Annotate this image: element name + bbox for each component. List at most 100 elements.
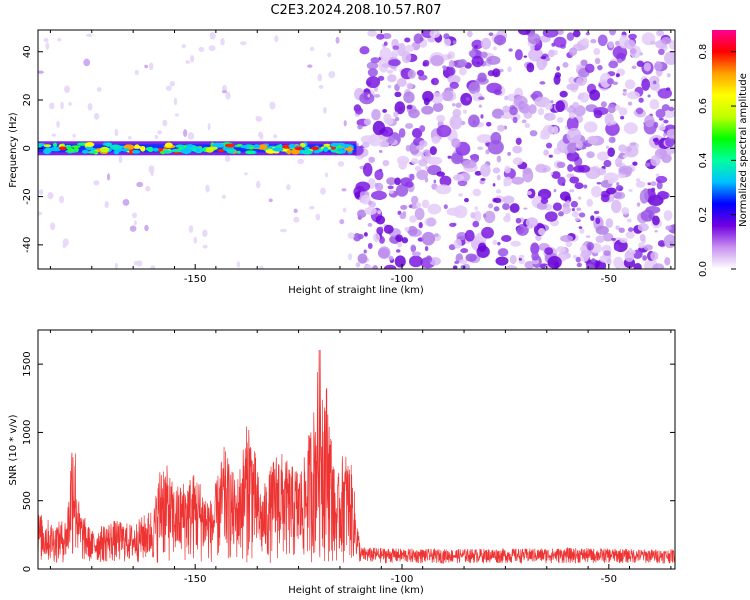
noise-blob	[473, 210, 482, 223]
faint-blob	[49, 102, 55, 110]
noise-blob	[593, 47, 601, 56]
faint-blob	[114, 262, 119, 269]
noise-blob	[556, 116, 564, 124]
noise-blob	[443, 33, 450, 40]
faint-blob	[43, 37, 49, 43]
signal-blob	[313, 149, 321, 154]
noise-blob	[480, 51, 488, 58]
signal-blob	[301, 149, 313, 155]
faint-blob	[127, 136, 132, 140]
noise-blob	[377, 75, 385, 81]
noise-blob	[500, 115, 507, 119]
noise-blob	[474, 206, 479, 211]
faint-blob	[202, 229, 208, 238]
faint-blob	[145, 185, 151, 192]
noise-blob	[639, 189, 649, 204]
noise-blob	[404, 226, 410, 232]
signal-blob	[341, 144, 352, 147]
faint-blob	[207, 123, 211, 131]
noise-blob	[406, 82, 413, 90]
signal-blob	[205, 147, 214, 153]
noise-blob	[502, 195, 515, 205]
noise-blob	[556, 246, 566, 253]
noise-blob	[572, 101, 579, 109]
noise-blob	[449, 222, 457, 228]
noise-blob	[623, 122, 638, 135]
noise-blob	[540, 55, 547, 60]
noise-blob	[452, 265, 458, 269]
noise-blob	[431, 136, 441, 144]
noise-blob	[388, 189, 394, 194]
noise-blob	[618, 227, 625, 233]
signal-blob	[134, 144, 140, 149]
noise-blob	[595, 217, 601, 225]
noise-blob	[571, 207, 575, 212]
noise-blob	[363, 118, 372, 126]
noise-blob	[509, 254, 517, 265]
noise-blob	[480, 177, 486, 181]
snr-x-axis-label: Height of straight line (km)	[288, 585, 424, 596]
noise-blob	[526, 62, 535, 73]
faint-blob	[189, 54, 195, 63]
noise-blob	[410, 195, 419, 205]
noise-blob	[652, 215, 660, 226]
noise-blob	[620, 115, 625, 120]
colorbar-tick-label: 0.2	[698, 207, 709, 223]
noise-blob	[587, 135, 599, 145]
faint-blob	[134, 69, 139, 76]
noise-blob	[578, 226, 583, 229]
noise-blob	[446, 207, 462, 216]
noise-blob	[474, 45, 479, 48]
faint-blob	[148, 165, 155, 174]
noise-blob	[458, 259, 468, 265]
noise-blob	[568, 112, 576, 119]
noise-blob	[472, 188, 482, 197]
faint-blob	[255, 116, 263, 122]
noise-blob	[447, 53, 452, 59]
noise-blob	[374, 169, 384, 181]
noise-blob	[487, 140, 504, 155]
noise-blob	[608, 41, 614, 49]
noise-blob	[480, 37, 492, 50]
noise-blob	[379, 236, 385, 244]
snr-panel: -150 -100 -50 0 500 1000 1500 Height of strai…	[8, 329, 676, 596]
noise-blob	[578, 212, 586, 218]
faint-blob	[104, 201, 109, 208]
spectrogram-panel: -150 -100 -50 -40 -20 0 20 40 Height of straig…	[8, 29, 676, 296]
noise-blob	[657, 240, 666, 247]
noise-blob	[505, 265, 518, 269]
snr-x-tick-label: -50	[601, 574, 617, 585]
noise-blob	[551, 171, 561, 179]
noise-blob	[530, 242, 540, 255]
noise-blob	[355, 262, 361, 268]
signal-blob	[50, 146, 62, 152]
faint-blob	[64, 85, 71, 94]
noise-blob	[555, 100, 565, 113]
noise-blob	[451, 103, 456, 107]
faint-blob	[133, 220, 137, 226]
noise-blob	[357, 124, 363, 130]
faint-blob	[148, 62, 154, 71]
noise-blob	[653, 80, 657, 85]
noise-blob	[574, 182, 584, 190]
noise-blob	[504, 95, 509, 101]
noise-blob	[634, 112, 638, 116]
faint-blob	[342, 207, 347, 213]
noise-blob	[596, 182, 602, 185]
noise-blob	[387, 185, 394, 190]
noise-blob	[392, 45, 399, 51]
faint-blob	[268, 198, 273, 203]
noise-blob	[410, 158, 419, 165]
noise-blob	[521, 119, 527, 124]
noise-blob	[566, 151, 580, 162]
faint-blob	[293, 208, 298, 214]
noise-blob	[626, 91, 640, 100]
noise-blob	[504, 165, 511, 174]
noise-blob	[553, 74, 561, 85]
noise-blob	[575, 256, 581, 263]
noise-blob	[529, 45, 535, 51]
noise-blob	[470, 212, 476, 219]
noise-blob	[505, 212, 511, 219]
noise-blob	[370, 57, 380, 64]
noise-blob	[576, 207, 582, 211]
